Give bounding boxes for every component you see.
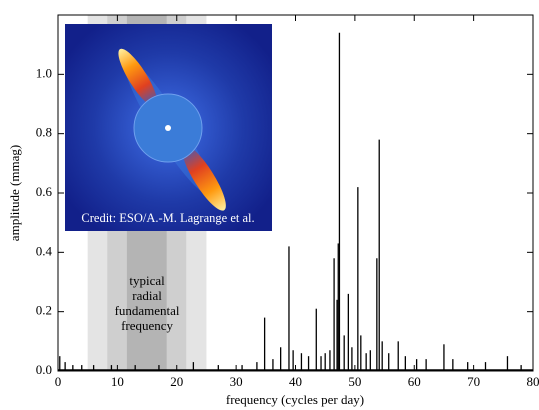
x-tick-label: 50 [348, 374, 361, 389]
inset-streak [182, 145, 226, 211]
inset-star [165, 125, 171, 131]
x-tick-label: 0 [55, 374, 62, 389]
y-tick-label: 0.2 [36, 303, 52, 318]
y-tick-label: 0.8 [36, 125, 52, 140]
y-tick-label: 0.0 [36, 362, 52, 377]
x-tick-label: 20 [170, 374, 183, 389]
x-tick-label: 10 [111, 374, 124, 389]
inset-credit: Credit: ESO/A.-M. Lagrange et al. [81, 211, 254, 225]
y-tick-label: 1.0 [36, 65, 52, 80]
x-tick-label: 80 [527, 374, 539, 389]
y-tick-label: 0.6 [36, 184, 53, 199]
inset-image: Credit: ESO/A.-M. Lagrange et al. [65, 24, 272, 231]
y-axis-label: amplitude (mmag) [7, 145, 22, 241]
x-tick-label: 40 [289, 374, 302, 389]
x-axis-label: frequency (cycles per day) [226, 392, 364, 407]
annotation-line: typical [129, 273, 165, 288]
annotation-line: radial [132, 288, 162, 303]
x-tick-label: 60 [408, 374, 421, 389]
annotation-line: frequency [121, 318, 173, 333]
annotation-line: fundamental [115, 303, 180, 318]
x-tick-label: 30 [230, 374, 243, 389]
plot-frame [57, 14, 534, 372]
y-tick-label: 0.4 [36, 243, 53, 258]
x-tick-label: 70 [467, 374, 480, 389]
inset-streak [118, 48, 158, 108]
plot-marks [57, 15, 534, 372]
